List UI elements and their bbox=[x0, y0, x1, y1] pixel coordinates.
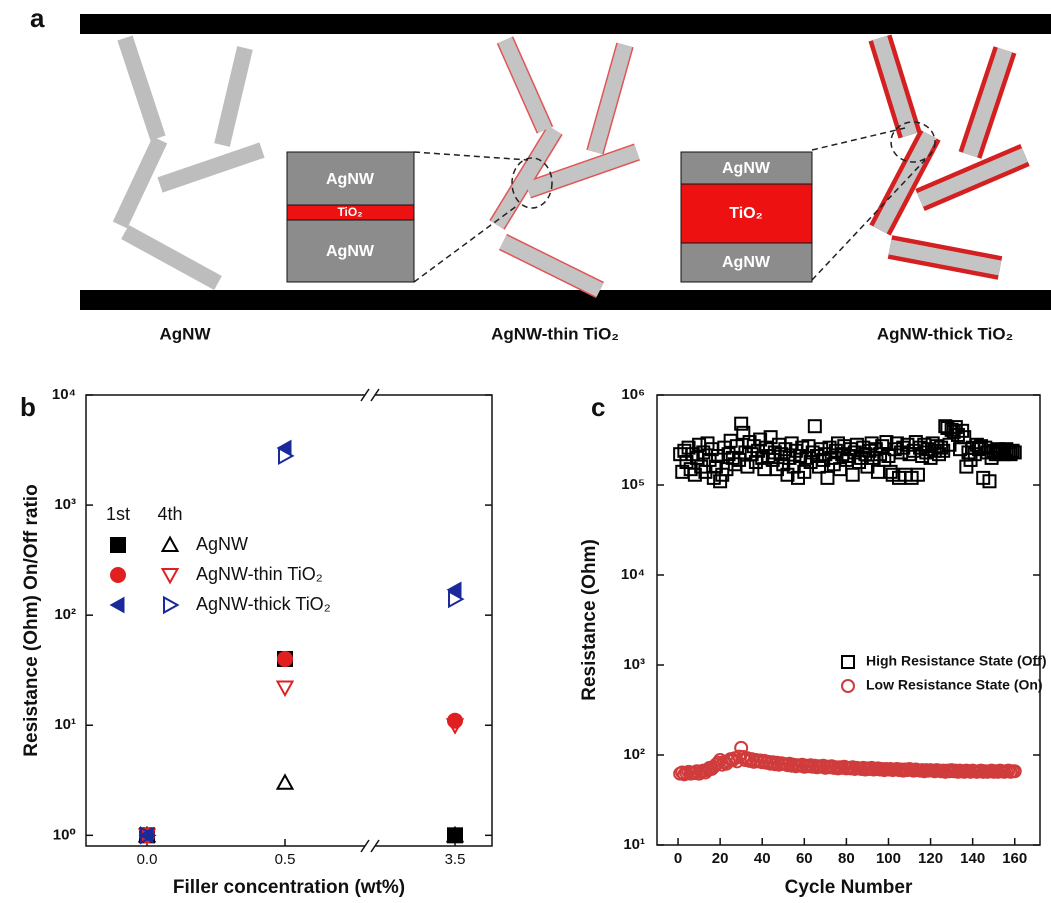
y-tick-label: 10² bbox=[623, 746, 645, 763]
y-tick-label: 10⁶ bbox=[621, 386, 645, 403]
rod bbox=[125, 38, 158, 138]
point bbox=[678, 445, 690, 457]
y-axis-title: Resistance (Ohm) On/Off ratio bbox=[21, 484, 42, 756]
y-tick-label: 10³ bbox=[54, 496, 76, 513]
x-axis-title: Cycle Number bbox=[785, 877, 913, 898]
caption: AgNW-thin TiO₂ bbox=[491, 324, 619, 343]
point bbox=[278, 651, 293, 666]
electrode-bottom bbox=[80, 290, 1051, 310]
x-tick-label: 100 bbox=[876, 850, 901, 867]
y-tick-label: 10³ bbox=[623, 656, 645, 673]
x-tick-label: 80 bbox=[838, 850, 855, 867]
y-tick-label: 10¹ bbox=[54, 716, 76, 733]
nanowires-thin bbox=[497, 40, 637, 290]
legend-symbol bbox=[163, 569, 178, 583]
legend-symbol bbox=[164, 598, 178, 613]
inset-label: AgNW bbox=[326, 243, 375, 260]
rod bbox=[125, 232, 218, 283]
point bbox=[278, 682, 293, 696]
x-tick-label: 60 bbox=[796, 850, 813, 867]
legend-label: Low Resistance State (On) bbox=[866, 677, 1043, 693]
inset-label: TiO₂ bbox=[729, 205, 762, 222]
x-axis-title: Filler concentration (wt%) bbox=[173, 877, 405, 898]
legend-symbol bbox=[111, 568, 126, 583]
y-tick-label: 10⁴ bbox=[52, 386, 76, 403]
legend-label: AgNW-thin TiO₂ bbox=[196, 564, 323, 584]
legend-header: 4th bbox=[157, 504, 182, 524]
inset-label: TiO₂ bbox=[337, 205, 362, 219]
point bbox=[821, 472, 833, 484]
inset-thin: AgNW TiO₂ AgNW bbox=[287, 152, 414, 282]
y-tick-label: 10¹ bbox=[623, 836, 645, 853]
y-tick-label: 10⁴ bbox=[621, 566, 645, 583]
schematic: a bbox=[30, 3, 1051, 344]
figure: a bbox=[0, 0, 1051, 903]
x-tick-label: 20 bbox=[712, 850, 729, 867]
inset-label: AgNW bbox=[722, 160, 771, 177]
legend-symbol bbox=[842, 656, 854, 668]
legend-label: High Resistance State (Off) bbox=[866, 653, 1046, 669]
electrode-top bbox=[80, 14, 1051, 34]
y-axis-title: Resistance (Ohm) bbox=[579, 539, 600, 701]
rod bbox=[160, 150, 262, 185]
x-tick-label: 40 bbox=[754, 850, 771, 867]
point bbox=[847, 469, 859, 481]
rod bbox=[222, 48, 245, 145]
x-tick-label: 0 bbox=[674, 850, 682, 867]
inset-thick: AgNW TiO₂ AgNW bbox=[681, 152, 812, 282]
chart: c 10¹ 10² 10³ 10⁴ 10⁵ 10⁶ 0 20 40 60 80 100 120 140 160… bbox=[579, 386, 1046, 898]
y-tick-label: 10² bbox=[54, 606, 76, 623]
legend-symbol bbox=[111, 538, 126, 553]
panel-label: a bbox=[30, 3, 45, 33]
point bbox=[448, 713, 463, 728]
x-tick-label: 3.5 bbox=[445, 851, 466, 868]
nanowires-bare bbox=[120, 38, 262, 283]
panel-label: b bbox=[20, 392, 36, 422]
panel-label: c bbox=[591, 392, 605, 422]
legend-symbol bbox=[842, 680, 854, 692]
legend-label: AgNW-thick TiO₂ bbox=[196, 594, 331, 614]
y-tick-label: 10⁰ bbox=[53, 826, 76, 843]
zoom-guides bbox=[414, 122, 935, 282]
x-tick-label: 0.5 bbox=[275, 851, 296, 868]
y-tick-label: 10⁵ bbox=[621, 476, 645, 493]
point bbox=[278, 775, 293, 789]
caption: AgNW bbox=[160, 324, 212, 343]
plot-frame bbox=[86, 395, 492, 846]
x-tick-label: 120 bbox=[918, 850, 943, 867]
x-tick-label: 160 bbox=[1002, 850, 1027, 867]
legend-symbol bbox=[163, 538, 178, 552]
nanowires-thick bbox=[880, 38, 1025, 268]
legend-header: 1st bbox=[106, 504, 130, 524]
rod bbox=[120, 140, 160, 225]
legend-symbol bbox=[111, 598, 125, 613]
x-tick-label: 0.0 bbox=[137, 851, 158, 868]
inset-label: AgNW bbox=[722, 254, 771, 271]
inset-label: AgNW bbox=[326, 171, 375, 188]
caption: AgNW-thick TiO₂ bbox=[877, 324, 1013, 343]
legend-label: AgNW bbox=[196, 534, 248, 554]
point bbox=[809, 420, 821, 432]
chart: b 10⁰ 10¹ 10² 10³ 10⁴ 0.0 0.5 3.5 Filler concentr… bbox=[20, 386, 492, 898]
x-tick-label: 140 bbox=[960, 850, 985, 867]
